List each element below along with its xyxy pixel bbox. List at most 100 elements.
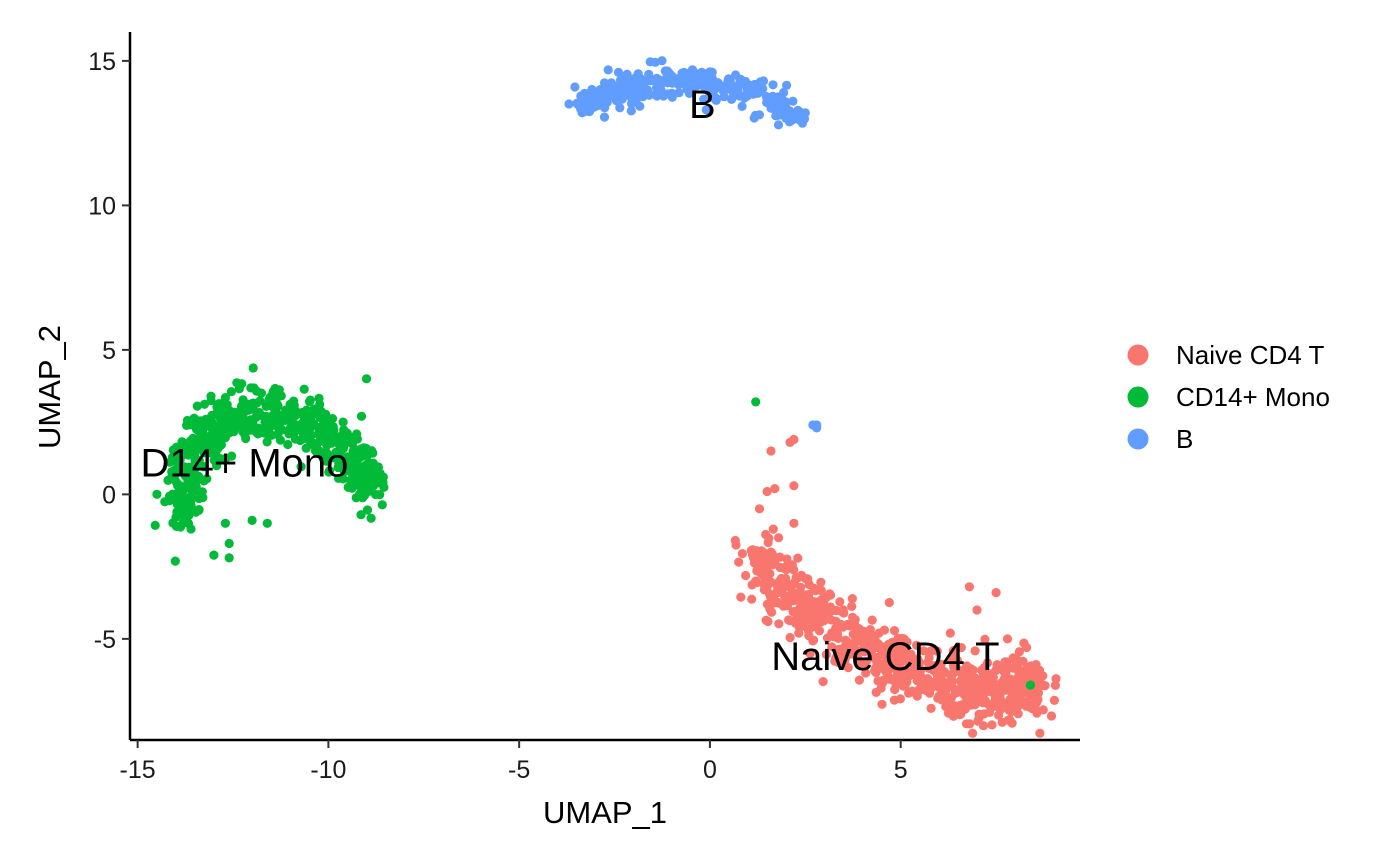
scatter-point: [770, 484, 780, 494]
scatter-point: [941, 691, 951, 701]
scatter-point: [227, 451, 237, 461]
scatter-point: [202, 417, 212, 427]
scatter-point: [991, 666, 1001, 676]
scatter-point: [903, 657, 913, 667]
scatter-point: [751, 576, 761, 586]
scatter-point: [174, 462, 184, 472]
scatter-point: [1050, 680, 1060, 691]
scatter-point: [360, 479, 370, 489]
cluster-labels: Naive CD4 T D14+ Mono B: [140, 83, 999, 679]
scatter-point: [914, 685, 924, 695]
scatter-point: [599, 112, 610, 122]
y-tick-label: 15: [88, 48, 116, 76]
scatter-point: [270, 383, 280, 394]
scatter-point: [262, 437, 272, 447]
scatter-point: [338, 417, 348, 427]
scatter-point: [220, 518, 230, 528]
scatter-point: [579, 99, 589, 109]
scatter-point: [810, 606, 820, 616]
scatter-point: [635, 101, 645, 111]
scatter-point: [984, 699, 994, 710]
scatter-point: [674, 88, 684, 98]
scatter-point: [867, 615, 877, 625]
scatter-point: [682, 76, 692, 86]
scatter-point: [793, 588, 803, 598]
scatter-point: [186, 497, 196, 507]
scatter-point: [687, 86, 697, 96]
cluster-label: B: [689, 83, 716, 127]
scatter-point: [622, 69, 632, 79]
scatter-point: [253, 411, 263, 421]
scatter-point: [333, 473, 344, 483]
scatter-point: [1046, 711, 1057, 721]
scatter-point: [818, 677, 828, 687]
scatter-point: [202, 474, 212, 484]
scatter-point: [843, 619, 853, 629]
scatter-point: [707, 67, 717, 77]
scatter-point: [996, 698, 1006, 708]
scatter-point: [209, 550, 219, 560]
scatter-point: [302, 405, 312, 415]
scatter-point: [736, 79, 746, 89]
scatter-point: [576, 91, 586, 101]
scatter-point: [871, 663, 881, 673]
scatter-point: [197, 424, 207, 434]
points-layer: [150, 56, 1061, 738]
scatter-point: [326, 437, 337, 447]
scatter-point: [762, 486, 772, 497]
scatter-point: [800, 108, 810, 118]
scatter-point: [352, 434, 362, 444]
y-ticks: -5 0 5 10 15: [88, 48, 130, 654]
scatter-point: [187, 481, 198, 491]
scatter-point: [812, 423, 822, 433]
scatter-point: [768, 80, 778, 90]
scatter-point: [210, 447, 220, 458]
scatter-point: [595, 100, 605, 110]
scatter-point: [754, 562, 765, 572]
scatter-point: [353, 455, 363, 465]
scatter-point: [1000, 685, 1010, 695]
scatter-point: [247, 515, 257, 526]
scatter-point: [692, 69, 702, 79]
scatter-point: [961, 680, 971, 691]
scatter-point: [854, 675, 865, 685]
scatter-point: [701, 105, 711, 115]
y-tick-label: -5: [94, 626, 116, 654]
scatter-point: [876, 683, 886, 693]
scatter-point: [737, 101, 747, 111]
scatter-point: [208, 428, 218, 438]
legend-key: [1127, 386, 1149, 408]
scatter-point: [898, 681, 908, 691]
scatter-point: [764, 589, 775, 599]
scatter-point: [766, 550, 776, 560]
scatter-point: [331, 447, 341, 457]
scatter-point: [902, 667, 913, 677]
scatter-point: [778, 110, 788, 120]
scatter-point: [968, 728, 978, 738]
scatter-point: [936, 674, 947, 685]
scatter-point: [606, 78, 617, 88]
scatter-point: [858, 661, 869, 671]
scatter-point: [762, 92, 772, 103]
scatter-point: [170, 556, 180, 566]
scatter-point: [289, 396, 299, 406]
scatter-point: [870, 633, 880, 643]
scatter-point: [314, 393, 324, 403]
scatter-point: [184, 448, 195, 459]
scatter-point: [788, 96, 798, 106]
scatter-point: [822, 633, 833, 643]
scatter-point: [643, 89, 654, 99]
scatter-point: [804, 579, 814, 590]
scatter-point: [736, 592, 746, 602]
scatter-point: [362, 451, 372, 461]
scatter-point: [973, 716, 983, 726]
scatter-point: [835, 597, 845, 607]
scatter-point: [771, 588, 781, 598]
scatter-point: [360, 462, 370, 472]
scatter-point: [873, 676, 883, 686]
scatter-point: [831, 605, 842, 616]
series-cd14-mono: [150, 363, 1035, 690]
scatter-point: [703, 84, 713, 94]
scatter-point: [677, 68, 687, 78]
